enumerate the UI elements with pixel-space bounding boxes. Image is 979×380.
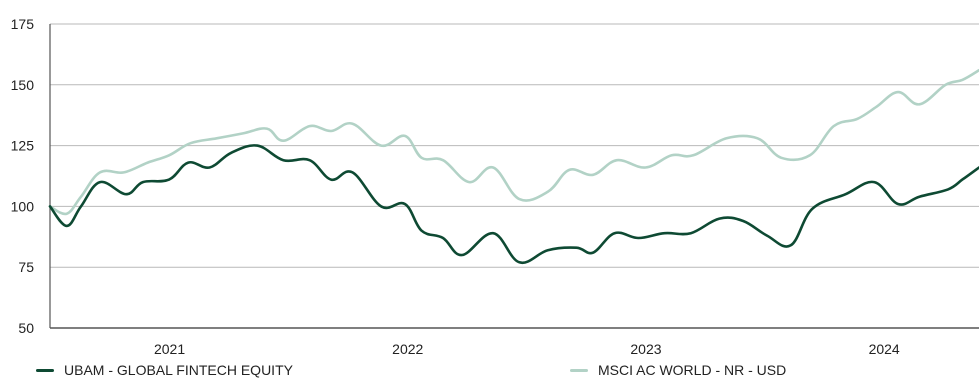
- y-tick-label: 100: [11, 198, 35, 214]
- legend: UBAM - GLOBAL FINTECH EQUITY MSCI AC WOR…: [0, 362, 979, 380]
- series-line-1: [48, 144, 979, 265]
- y-tick-label: 50: [18, 320, 34, 336]
- y-tick-label: 175: [11, 16, 35, 32]
- x-tick-label: 2021: [154, 341, 185, 357]
- y-axis: 50 75 100 125 150 175: [11, 16, 51, 336]
- gridlines: [50, 23, 979, 329]
- x-axis: 2021 2022 2023 2024: [154, 341, 900, 357]
- legend-label-series-1: UBAM - GLOBAL FINTECH EQUITY: [64, 362, 293, 378]
- y-tick-label: 150: [11, 77, 35, 93]
- x-tick-label: 2024: [869, 341, 900, 357]
- legend-swatch-series-2: [570, 368, 588, 372]
- x-tick-label: 2023: [630, 341, 661, 357]
- y-tick-label: 125: [11, 138, 35, 154]
- line-chart: 50 75 100 125 150 175 2021 2022 2023 2024: [11, 16, 979, 357]
- series-line-2: [48, 68, 979, 216]
- x-tick-label: 2022: [392, 341, 423, 357]
- legend-item-series-1: UBAM - GLOBAL FINTECH EQUITY: [36, 362, 293, 378]
- y-tick-label: 75: [18, 259, 34, 275]
- series-lines: [48, 68, 979, 265]
- legend-swatch-series-1: [36, 368, 54, 372]
- legend-item-series-2: MSCI AC WORLD - NR - USD: [570, 362, 786, 378]
- legend-label-series-2: MSCI AC WORLD - NR - USD: [598, 362, 787, 378]
